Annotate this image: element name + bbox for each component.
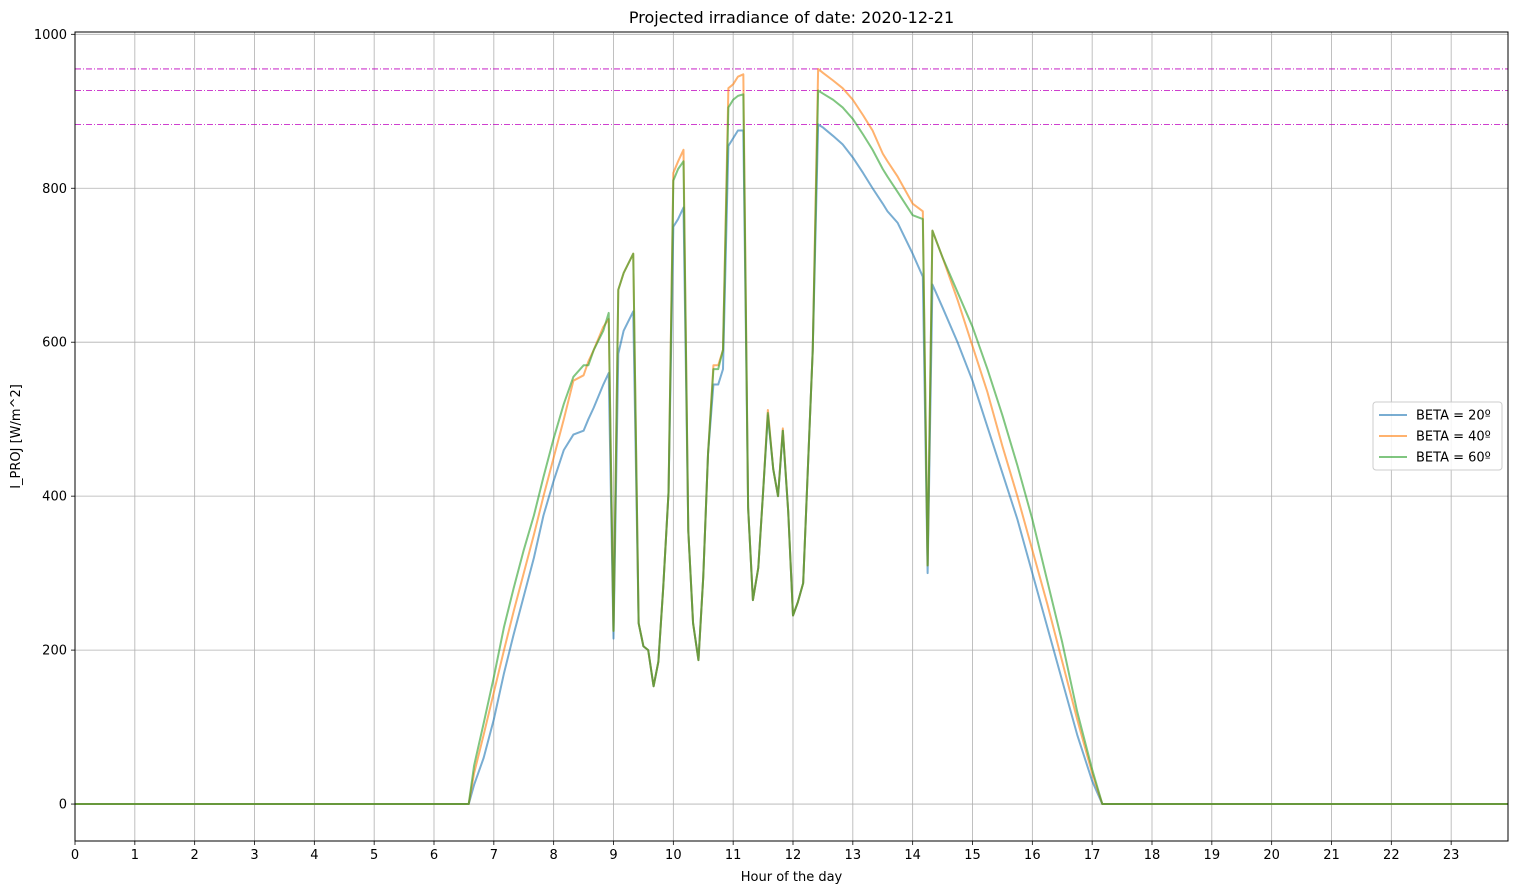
y-tick-label: 1000	[34, 28, 67, 43]
reference-lines	[75, 68, 1508, 125]
x-axis-label: Hour of the day	[741, 870, 843, 885]
legend-entry-label: BETA = 40º	[1416, 430, 1491, 445]
x-tick-label: 0	[71, 848, 79, 863]
x-tick-label: 11	[725, 848, 742, 863]
x-tick-label: 2	[191, 848, 199, 863]
y-tick-label: 600	[42, 336, 67, 351]
x-tick-label: 7	[490, 848, 498, 863]
axes-frame	[74, 31, 1509, 842]
y-tick-label: 0	[59, 798, 67, 813]
y-axis-label: I_PROJ [W/m^2]	[9, 384, 24, 489]
x-tick-label: 6	[430, 848, 438, 863]
y-tick-label: 800	[42, 182, 67, 197]
x-tick-label: 19	[1204, 848, 1221, 863]
x-tick-label: 23	[1443, 848, 1460, 863]
x-tick-label: 5	[370, 848, 378, 863]
x-tick-label: 14	[904, 848, 921, 863]
legend-box	[1372, 401, 1503, 471]
x-tick-label: 4	[310, 848, 318, 863]
x-tick-label: 16	[1024, 848, 1041, 863]
x-tick-label: 21	[1323, 848, 1340, 863]
x-tick-label: 8	[550, 848, 558, 863]
x-tick-label: 18	[1144, 848, 1161, 863]
x-tick-label: 22	[1383, 848, 1400, 863]
y-axis-ticks: 0 200 400 600 800 1000	[34, 28, 75, 813]
x-tick-label: 15	[964, 848, 981, 863]
grid-lines	[74, 32, 1508, 841]
plot-area	[75, 67, 1508, 806]
chart-title: Projected irradiance of date: 2020-12-21	[629, 8, 954, 27]
x-tick-label: 9	[609, 848, 617, 863]
series-line-3	[75, 89, 1508, 806]
legend: BETA = 20º BETA = 40º BETA = 60º	[1372, 401, 1503, 471]
x-tick-label: 3	[250, 848, 258, 863]
x-tick-label: 17	[1084, 848, 1101, 863]
x-tick-label: 10	[665, 848, 682, 863]
x-tick-label: 20	[1263, 848, 1280, 863]
x-tick-label: 12	[785, 848, 802, 863]
legend-entry-label: BETA = 20º	[1416, 409, 1491, 424]
y-tick-label: 400	[42, 490, 67, 505]
x-axis-ticks: 0 1 2 3 4 5 6 7 8 9 10 11 12 13 14 15 16 17 18 19 20 21 22 23	[71, 841, 1460, 863]
y-tick-label: 200	[42, 644, 67, 659]
legend-entry-label: BETA = 60º	[1416, 451, 1491, 466]
x-tick-label: 1	[131, 848, 139, 863]
x-tick-label: 13	[845, 848, 862, 863]
